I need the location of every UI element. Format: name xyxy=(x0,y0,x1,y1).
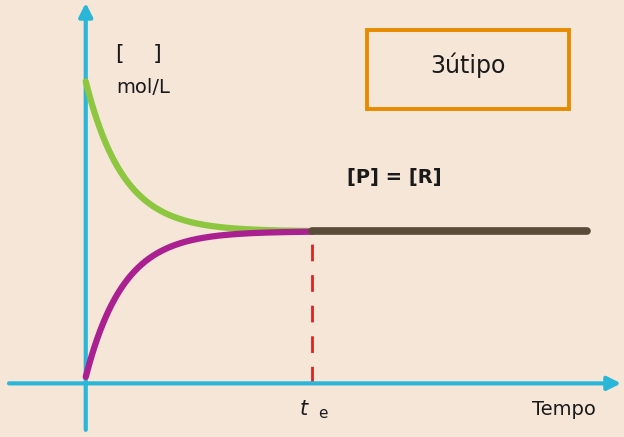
Text: 3útipo: 3útipo xyxy=(431,52,505,78)
Text: mol/L: mol/L xyxy=(116,78,170,97)
Text: Tempo: Tempo xyxy=(532,399,597,419)
FancyBboxPatch shape xyxy=(367,30,569,109)
Text: [P] = [R]: [P] = [R] xyxy=(347,168,442,187)
Text: $t$: $t$ xyxy=(300,399,310,419)
Text: e: e xyxy=(318,406,328,421)
Text: [    ]: [ ] xyxy=(116,44,162,64)
